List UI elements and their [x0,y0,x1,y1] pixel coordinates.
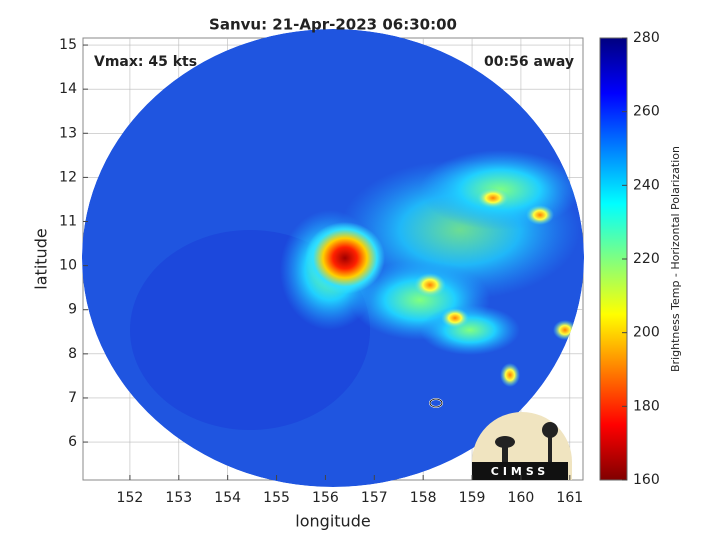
satellite-image [82,29,584,487]
x-tick-label: 155 [263,490,290,506]
y-tick-label: 6 [68,434,77,450]
logo-text: CIMSS [491,465,549,478]
contour [429,398,443,408]
y-tick-label: 12 [59,169,77,185]
colorbar-tick-label: 180 [633,398,660,414]
x-tick-label: 152 [117,490,144,506]
x-tick-label: 153 [165,490,192,506]
colorbar-tick-label: 220 [633,251,660,267]
y-tick-label: 15 [59,37,77,53]
x-tick-label: 159 [459,490,486,506]
colorbar-tick-label: 200 [633,325,660,341]
x-tick-label: 161 [556,490,583,506]
chart-title: Sanvu: 21-Apr-2023 06:30:00 [209,16,457,34]
y-tick-label: 14 [59,81,77,97]
x-tick-label: 158 [410,490,437,506]
x-tick-label: 156 [312,490,339,506]
y-tick-label: 8 [68,346,77,362]
annotation: 00:56 away [484,54,574,70]
x-axis-label: longitude [295,512,370,531]
colorbar-tick-label: 160 [633,472,660,488]
x-tick-label: 154 [214,490,241,506]
y-tick-label: 13 [59,125,77,141]
colorbar-tick-label: 260 [633,104,660,120]
x-tick-label: 160 [508,490,535,506]
colorbar-label: Brightness Temp - Horizontal Polarizatio… [669,146,682,372]
y-tick-label: 9 [68,302,77,318]
y-tick-label: 11 [59,214,77,230]
colorbar-tick-label: 280 [633,30,660,46]
y-tick-label: 10 [59,258,77,274]
logo: CIMSS [472,412,572,480]
x-tick-label: 157 [361,490,388,506]
colorbar-tick-label: 240 [633,177,660,193]
annotation: Vmax: 45 kts [94,54,197,70]
y-axis-label: latitude [32,228,51,289]
y-tick-label: 7 [68,390,77,406]
